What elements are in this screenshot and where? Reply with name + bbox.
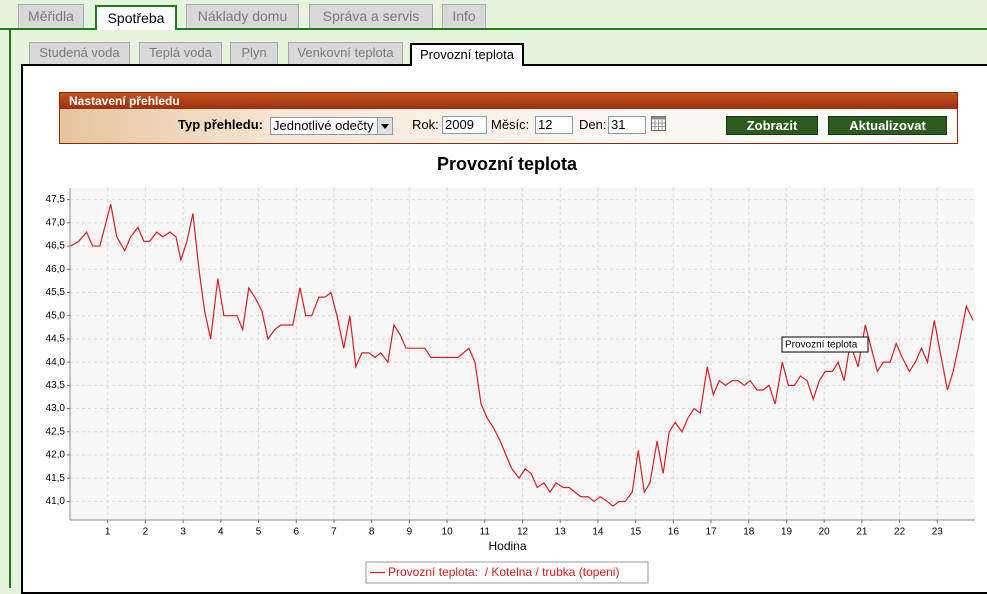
y-tick-label: 44,5 — [46, 334, 66, 345]
y-tick-label: 46,0 — [46, 264, 66, 275]
y-tick-label: 42,0 — [46, 450, 66, 461]
arrow — [381, 124, 389, 129]
x-tick-label: 16 — [668, 527, 680, 538]
x-tick-label: 3 — [180, 527, 186, 538]
x-tick-label: 22 — [894, 527, 906, 538]
y-tick-label: 41,5 — [46, 473, 66, 484]
x-tick-label: 4 — [218, 527, 224, 538]
calendar-icon[interactable] — [651, 116, 667, 132]
subtab[interactable]: Studená voda — [29, 42, 130, 64]
day-input[interactable]: 31 — [608, 116, 646, 134]
subtab[interactable]: Plyn — [230, 42, 278, 64]
y-tick-label: 44,0 — [46, 357, 66, 368]
x-tick-label: 23 — [932, 527, 944, 538]
x-tick-label: 2 — [143, 527, 149, 538]
y-tick-label: 43,5 — [46, 380, 66, 391]
y-tick-label: 47,5 — [46, 194, 66, 205]
tab-bar-line — [0, 28, 987, 30]
settings-header: Nastavení přehledu — [60, 93, 957, 109]
type-label: Typ přehledu: — [178, 117, 263, 132]
left-border — [9, 28, 11, 588]
tooltip-text: Provozní teplota — [785, 340, 858, 351]
y-tick-label: 45,5 — [46, 287, 66, 298]
chart-title: Provozní teplota — [437, 154, 578, 174]
type-select[interactable]: Jednotlivé odečty — [270, 117, 378, 135]
y-tick-label: 46,5 — [46, 241, 66, 252]
year-label: Rok: — [412, 117, 439, 132]
month-input[interactable]: 12 — [535, 116, 573, 134]
tab[interactable]: Měřidla — [18, 4, 84, 28]
calendar-top — [651, 116, 666, 120]
x-tick-label: 8 — [369, 527, 375, 538]
y-tick-label: 43,0 — [46, 403, 66, 414]
x-tick-label: 5 — [256, 527, 262, 538]
x-tick-label: 11 — [480, 527, 491, 538]
x-tick-label: 21 — [856, 527, 868, 538]
x-tick-label: 9 — [407, 527, 413, 538]
legend: Provozní teplota: / Kotelna / trubka (to… — [365, 561, 649, 584]
x-tick-label: 20 — [819, 527, 831, 538]
year-input[interactable]: 2009 — [442, 116, 487, 134]
x-axis-label: Hodina — [488, 539, 526, 553]
y-tick-label: 47,0 — [46, 217, 66, 228]
tab-active[interactable]: Spotřeba — [95, 5, 177, 30]
x-tick-label: 7 — [331, 527, 337, 538]
subtab[interactable]: Venkovní teplota — [288, 42, 403, 64]
tab[interactable]: Info — [442, 4, 486, 28]
tab[interactable]: Správa a servis — [309, 4, 433, 28]
y-tick-label: 41,0 — [46, 496, 66, 507]
x-tick-label: 17 — [705, 527, 717, 538]
legend-label: Provozní teplota: / Kotelna / trubka (to… — [388, 565, 619, 579]
y-tick-label: 42,5 — [46, 426, 66, 437]
x-tick-label: 1 — [105, 527, 111, 538]
tooltip-box — [781, 336, 869, 353]
x-tick-label: 14 — [592, 527, 604, 538]
calendar-grid — [652, 120, 665, 130]
x-tick-label: 19 — [781, 527, 793, 538]
select-arrow[interactable] — [377, 117, 393, 135]
series-line — [70, 204, 974, 507]
x-tick-label: 18 — [743, 527, 755, 538]
tooltip: Provozní teplota — [781, 336, 869, 353]
subtab[interactable]: Teplá voda — [139, 42, 222, 64]
month-label: Měsíc: — [491, 117, 530, 132]
show-button[interactable]: Zobrazit — [726, 116, 818, 135]
legend-box — [365, 561, 649, 584]
x-tick-label: 10 — [442, 527, 454, 538]
x-tick-label: 6 — [293, 527, 299, 538]
day-label: Den: — [579, 117, 607, 132]
subtab-active[interactable]: Provozní teplota — [410, 43, 524, 66]
x-tick-label: 13 — [555, 527, 567, 538]
refresh-button[interactable]: Aktualizovat — [828, 116, 947, 135]
y-tick-label: 45,0 — [46, 310, 66, 321]
chart: Provozní teplota 41,0 41,5 42,0 42,5 43,0 43,… — [46, 154, 975, 584]
x-tick-label: 15 — [630, 527, 642, 538]
tab[interactable]: Náklady domu — [186, 4, 299, 28]
x-tick-label: 12 — [517, 527, 529, 538]
